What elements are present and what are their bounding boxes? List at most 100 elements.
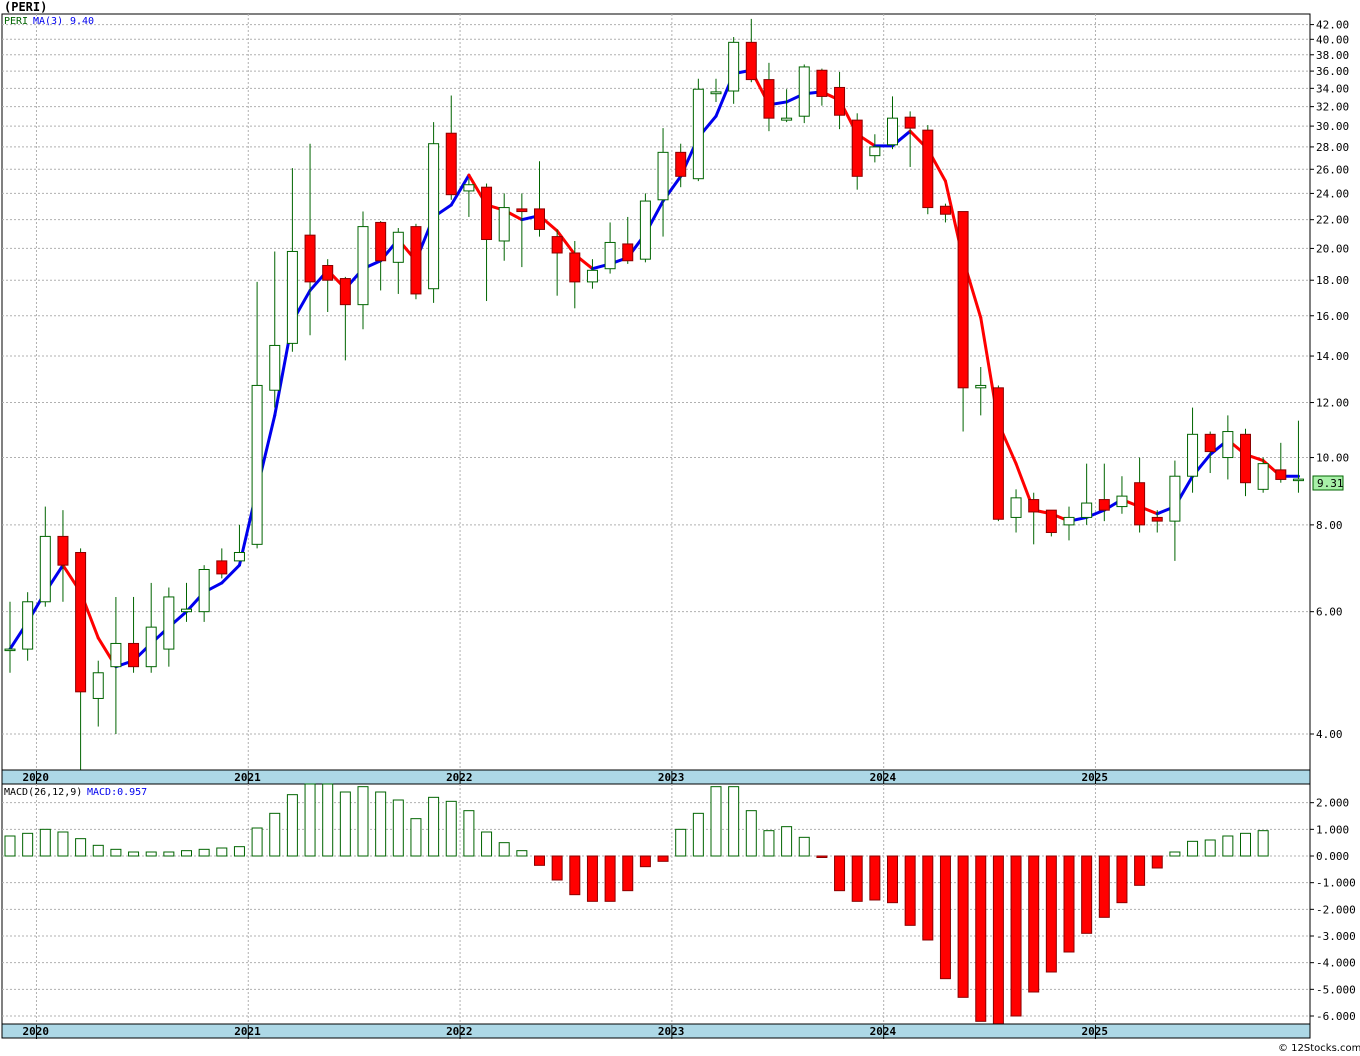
candle — [834, 71, 846, 130]
candle — [939, 203, 951, 223]
candle-body — [145, 626, 157, 668]
candle — [1081, 463, 1093, 525]
macd-bar — [22, 832, 34, 857]
candle — [781, 89, 793, 123]
macd-bar — [4, 835, 16, 857]
candle — [339, 276, 351, 361]
candle — [304, 143, 316, 336]
macd-bar — [498, 842, 510, 857]
macd-bar — [781, 826, 793, 857]
candle — [816, 68, 828, 106]
candle-body — [728, 41, 740, 92]
candle — [1240, 428, 1251, 497]
macd-bar — [675, 828, 687, 857]
macd-bar — [322, 783, 334, 857]
candle — [463, 178, 475, 217]
candle — [763, 62, 775, 132]
year-band-top — [1, 769, 1311, 785]
candle — [639, 193, 651, 263]
macd-bar — [763, 830, 775, 857]
candle-body — [4, 648, 16, 652]
candle — [1204, 431, 1216, 474]
macd-bar — [357, 786, 369, 857]
price-tick-label: 24.00 — [1316, 187, 1349, 200]
price-tick-label: 10.00 — [1316, 452, 1349, 465]
candle-body — [1151, 516, 1163, 522]
candle — [92, 660, 104, 727]
candle-body — [657, 151, 669, 201]
macd-bar — [128, 851, 140, 857]
price-tick-label: 18.00 — [1316, 274, 1349, 287]
price-tick-label: 28.00 — [1316, 141, 1349, 154]
candle-body — [622, 243, 634, 262]
macd-bar — [957, 855, 969, 998]
candle-body — [445, 132, 457, 196]
candle — [181, 582, 192, 622]
macd-bar — [1028, 855, 1040, 993]
candle — [392, 228, 404, 294]
price-tick-label: 26.00 — [1316, 163, 1349, 176]
candle-body — [339, 278, 351, 306]
candle — [22, 592, 34, 661]
year-label: 2020 — [22, 1025, 48, 1038]
candle — [551, 229, 563, 296]
candle-body — [481, 186, 493, 241]
candle — [745, 18, 757, 83]
price-tick-label: 34.00 — [1316, 82, 1349, 95]
candle — [586, 259, 598, 289]
candle-body — [745, 41, 757, 81]
macd-bar — [516, 850, 528, 857]
candle-body — [1063, 516, 1075, 526]
macd-bar — [375, 791, 387, 857]
price-tick-label: 8.00 — [1316, 519, 1343, 532]
candle — [975, 367, 987, 416]
candle — [251, 281, 263, 549]
last-price-label: 9.31 — [1317, 477, 1344, 490]
candle-body — [357, 226, 369, 306]
candle — [145, 582, 157, 673]
macd-tick-label: -4.000 — [1316, 957, 1356, 970]
candle-body — [286, 250, 298, 344]
candle-body — [1187, 433, 1199, 477]
year-label: 2023 — [658, 1025, 685, 1038]
macd-bar — [904, 855, 916, 926]
price-tick-label: 4.00 — [1316, 728, 1343, 741]
candle-body — [22, 601, 34, 650]
candle — [657, 128, 669, 237]
macd-bar — [339, 791, 351, 857]
candle-body — [516, 208, 528, 213]
year-band-bottom — [1, 1023, 1311, 1039]
macd-bar — [1098, 855, 1110, 918]
macd-bar — [410, 818, 422, 857]
candle-body — [39, 535, 51, 603]
candle — [1187, 407, 1199, 493]
last-price-badge: 9.31 — [1312, 475, 1344, 491]
candles-group — [4, 18, 1304, 770]
candle — [4, 601, 16, 673]
candle-body — [1292, 478, 1304, 482]
candle-body — [1275, 469, 1287, 480]
candle — [922, 125, 934, 215]
candle — [357, 211, 369, 330]
macd-bar — [869, 855, 881, 901]
price-grid — [2, 14, 1310, 770]
candle-body — [1257, 463, 1269, 490]
candle-body — [92, 672, 104, 699]
candle — [1116, 476, 1128, 514]
candle-body — [710, 91, 722, 95]
candle-body — [233, 551, 245, 562]
macd-bar — [233, 846, 245, 857]
candle — [798, 64, 810, 124]
candle-body — [375, 221, 387, 262]
macd-bar — [1257, 830, 1269, 857]
macd-bar — [163, 851, 175, 857]
candle — [498, 193, 510, 261]
price-tick-label: 32.00 — [1316, 101, 1349, 114]
year-label: 2021 — [234, 771, 261, 784]
candle — [1169, 460, 1181, 561]
macd-bar — [286, 794, 298, 857]
macd-tick-label: -5.000 — [1316, 983, 1356, 996]
price-panel-frame — [1, 13, 1311, 771]
macd-panel-frame — [1, 783, 1311, 1025]
candle-body — [869, 146, 881, 157]
